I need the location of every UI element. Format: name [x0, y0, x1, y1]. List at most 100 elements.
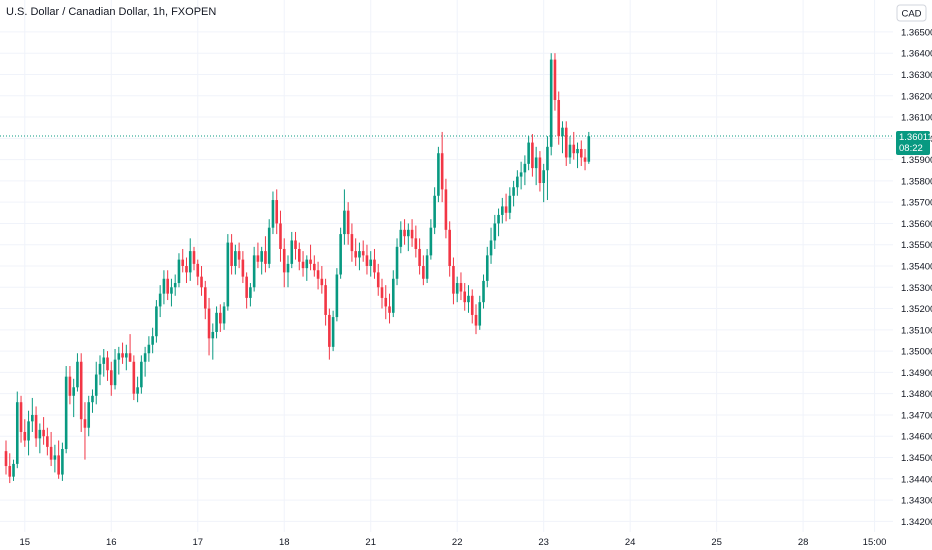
candle — [478, 295, 482, 330]
candle — [452, 257, 455, 305]
candle — [57, 440, 60, 479]
candle-body — [373, 259, 376, 273]
candle-body — [121, 353, 124, 358]
candle-body — [531, 142, 534, 169]
candle — [219, 304, 222, 332]
candle-body — [410, 229, 414, 239]
price-tick-label: 1.34700 — [901, 410, 932, 421]
candle-body — [339, 234, 342, 275]
currency-label: CAD — [901, 9, 921, 20]
candle-body — [538, 157, 542, 184]
price-tick-label: 1.35900 — [901, 155, 932, 166]
currency-button[interactable]: CAD — [896, 4, 927, 22]
time-tick-label: 23 — [538, 537, 549, 548]
price-axis[interactable]: 1.34200 1.34300 1.34400 1.34500 1.34600 1.347… — [901, 27, 932, 527]
candle-body — [579, 148, 583, 158]
candle-body — [572, 144, 576, 154]
candle — [508, 187, 512, 220]
candle — [237, 242, 241, 269]
candle — [87, 395, 91, 437]
candle-body — [313, 263, 316, 271]
candle-body — [53, 455, 57, 460]
candle — [76, 353, 79, 392]
candle — [19, 395, 23, 443]
candle-body — [294, 240, 297, 249]
price-tick-label: 1.35500 — [901, 240, 932, 251]
candle — [102, 348, 106, 377]
candle-body — [279, 223, 282, 249]
candle-body — [583, 157, 587, 162]
candle — [185, 257, 188, 284]
candle-body — [350, 234, 354, 252]
candle — [365, 244, 369, 275]
candle — [534, 146, 538, 186]
candle — [399, 221, 403, 254]
candle-body — [395, 246, 399, 279]
candle — [489, 227, 493, 264]
candle-body — [158, 293, 162, 307]
candle — [538, 151, 542, 192]
price-tick-label: 1.34400 — [901, 474, 932, 485]
candle-body — [369, 259, 373, 266]
candle — [249, 283, 252, 307]
candle-body — [125, 353, 128, 358]
candle-body — [219, 312, 222, 324]
candle — [523, 155, 527, 186]
candle — [384, 285, 388, 320]
candle — [561, 121, 564, 154]
price-tick-label: 1.35800 — [901, 176, 932, 187]
candle-body — [42, 429, 45, 437]
candle-body — [230, 242, 233, 266]
candle-body — [49, 446, 53, 460]
candle-body — [493, 223, 497, 241]
candle-body — [147, 344, 151, 354]
candle-body — [102, 357, 106, 364]
candle-body — [222, 306, 226, 324]
candle-body — [331, 317, 335, 347]
candle-body — [211, 331, 215, 339]
candle-body — [72, 387, 75, 396]
candle — [320, 266, 324, 294]
candle-body — [83, 419, 87, 428]
candle-body — [136, 387, 139, 394]
candle — [188, 238, 192, 281]
grid-layer — [0, 0, 893, 532]
candle — [196, 259, 200, 286]
candle — [418, 238, 421, 275]
candle — [358, 242, 361, 271]
candle — [264, 236, 267, 273]
candle-body — [320, 278, 324, 286]
candle-body — [245, 276, 248, 298]
candle — [437, 146, 440, 203]
candle-body — [376, 272, 380, 288]
candle-body — [76, 361, 79, 388]
candle — [147, 336, 151, 362]
candle — [282, 238, 286, 288]
candle-body — [474, 314, 478, 326]
candle-body — [241, 259, 245, 277]
time-tick-label: 17 — [192, 537, 203, 548]
candle — [200, 266, 203, 296]
candle — [564, 121, 568, 166]
candle — [203, 280, 207, 320]
candle-body — [264, 251, 267, 264]
candle — [94, 361, 98, 405]
candle — [64, 366, 68, 454]
candle-body — [384, 297, 388, 307]
candle-body — [207, 308, 211, 339]
price-tick-label: 1.34800 — [901, 389, 932, 400]
candle-body — [87, 402, 91, 428]
candle-body — [343, 210, 346, 235]
candle-body — [576, 148, 579, 154]
candle-body — [128, 353, 132, 362]
candle-body — [162, 278, 166, 294]
candle — [531, 134, 534, 177]
candle — [470, 289, 474, 324]
candle-body — [46, 436, 49, 447]
candle-body — [166, 278, 169, 294]
candle-body — [444, 189, 448, 230]
candle-body — [407, 229, 410, 237]
time-axis[interactable]: 15 16 17 18 21 22 23 24 25 28 15:00 — [20, 537, 887, 548]
